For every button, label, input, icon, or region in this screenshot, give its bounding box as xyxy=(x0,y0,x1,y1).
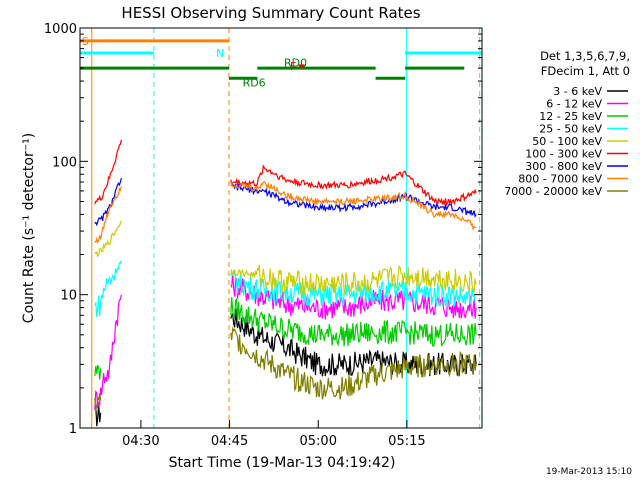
legend-entry-label: 3 - 6 keV xyxy=(553,85,602,98)
status-label-f: F xyxy=(290,60,296,73)
y-tick-label: 100 xyxy=(52,155,77,170)
x-tick-label: 04:30 xyxy=(122,434,159,449)
series-line-6-seg-1 xyxy=(230,182,477,219)
legend-entry-label: 25 - 50 keV xyxy=(539,123,602,136)
y-axis-label: Count Rate (s⁻¹ detector⁻¹) xyxy=(21,133,37,323)
series-line-2-seg-1 xyxy=(230,297,477,347)
y-axis: 1 10 100 1000 xyxy=(44,22,482,437)
status-label-s: S xyxy=(82,35,89,48)
legend-entry-label: 7000 - 20000 keV xyxy=(504,185,602,198)
y-tick-label: 1 xyxy=(69,422,77,437)
status-label-rd0: RD0 xyxy=(284,57,307,70)
legend-entry-label: 800 - 7000 keV xyxy=(518,173,602,186)
footer-timestamp: 19-Mar-2013 15:10 xyxy=(546,467,632,477)
series-line-6-seg-0 xyxy=(94,177,122,227)
legend-header-line: FDecim 1, Att 0 xyxy=(541,64,630,78)
series-line-4-seg-1 xyxy=(230,264,477,297)
series-line-4-seg-0 xyxy=(94,220,122,258)
series-line-0-seg-1 xyxy=(230,308,477,378)
y-tick-label: 10 xyxy=(60,289,77,304)
legend-header-line: Det 1,3,5,6,7,9, xyxy=(540,49,630,63)
x-tick-label: 05:15 xyxy=(388,434,425,449)
series-line-8-seg-1 xyxy=(230,326,477,400)
series-line-1-seg-1 xyxy=(230,273,477,320)
x-axis: 04:30 04:45 05:00 05:15 xyxy=(122,420,426,449)
y-tick-label: 1000 xyxy=(44,22,77,37)
status-label-n: N xyxy=(216,47,224,60)
series-line-5-seg-0 xyxy=(94,139,122,205)
chart-title: HESSI Observing Summary Count Rates xyxy=(121,4,420,22)
legend-entry-label: 300 - 800 keV xyxy=(525,160,602,173)
chart-marks: S N RD0 RD6 F xyxy=(80,28,482,428)
series-line-5-seg-1 xyxy=(230,164,477,207)
legend: Det 1,3,5,6,7,9,FDecim 1, Att 0 3 - 6 keV… xyxy=(504,49,630,198)
x-axis-label: Start Time (19-Mar-13 04:19:42) xyxy=(169,455,396,471)
series-line-3-seg-0 xyxy=(94,260,122,318)
legend-entry-label: 6 - 12 keV xyxy=(546,98,602,111)
plot-frame xyxy=(79,27,483,429)
series-line-1-seg-0 xyxy=(94,294,122,410)
series-line-7-seg-0 xyxy=(94,186,122,244)
x-tick-label: 05:00 xyxy=(300,434,337,449)
legend-entry-label: 50 - 100 keV xyxy=(532,135,602,148)
legend-entry-label: 100 - 300 keV xyxy=(525,148,602,161)
legend-entry-label: 12 - 25 keV xyxy=(539,110,602,123)
series-line-8-seg-0 xyxy=(94,393,102,411)
series-line-7-seg-1 xyxy=(230,180,477,231)
x-tick-label: 04:45 xyxy=(211,434,248,449)
status-label-rd6: RD6 xyxy=(243,77,266,90)
series-line-2-seg-0 xyxy=(94,364,102,380)
